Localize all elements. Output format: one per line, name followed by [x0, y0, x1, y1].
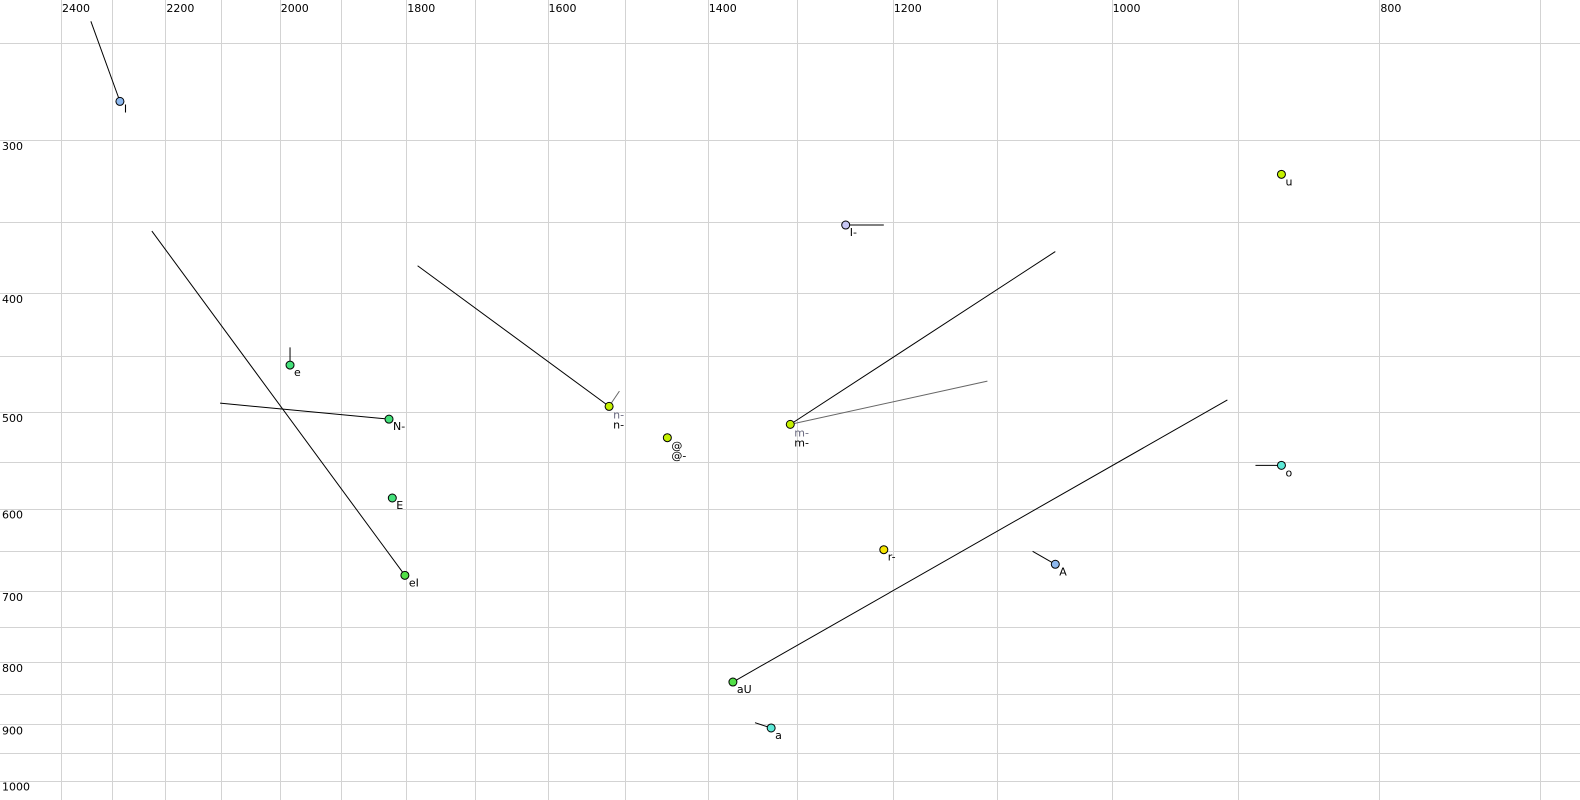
point-label-secondary: n-: [613, 418, 624, 431]
y-tick-label: 900: [2, 724, 23, 737]
formant-trajectory: [790, 251, 1056, 425]
y-tick-label: 1000: [2, 781, 30, 794]
data-point: [728, 677, 738, 687]
point-label: u: [1285, 175, 1292, 188]
x-tick-label: 1200: [894, 2, 922, 15]
vowel-point-u: u: [1276, 169, 1292, 188]
data-point: [604, 401, 614, 411]
data-point: [662, 433, 672, 443]
point-label: I: [124, 102, 127, 115]
data-point: [1276, 169, 1286, 179]
point-label: N-: [393, 420, 405, 433]
point-label: E: [396, 499, 403, 512]
vowel-point-n-: n-n-: [417, 265, 624, 431]
vowel-point-m-: m-m-: [785, 251, 1056, 449]
formant-trajectory: [220, 402, 390, 420]
x-tick-label: 2200: [166, 2, 194, 15]
data-point: [1050, 559, 1060, 569]
x-tick-label: 1600: [549, 2, 577, 15]
point-label: o: [1285, 466, 1292, 479]
y-tick-label: 700: [2, 591, 23, 604]
x-tick-label: 800: [1380, 2, 1401, 15]
point-label: m-: [794, 426, 809, 439]
y-tick-label: 400: [2, 293, 23, 306]
point-label-secondary: m-: [794, 436, 809, 449]
vowel-point-aU: aU: [728, 399, 1228, 696]
point-label-secondary: @-: [671, 450, 686, 463]
vowel-point-e: e: [285, 347, 301, 379]
point-label: r-: [888, 551, 896, 564]
y-tick-label: 300: [2, 140, 23, 153]
point-label: a: [775, 729, 782, 742]
vowel-point-o: o: [1255, 460, 1292, 479]
vowel-point-I: I: [90, 21, 127, 115]
point-label: @: [671, 440, 682, 453]
formant-trajectory: [90, 21, 121, 102]
vowel-point-E: E: [387, 493, 403, 512]
formant-trajectory: [151, 230, 406, 576]
data-point: [879, 545, 889, 555]
data-point: [841, 220, 851, 230]
data-point: [384, 414, 394, 424]
vowel-point-I-: I-: [841, 220, 884, 239]
vowel-point-N-: N-: [220, 402, 405, 433]
tick-labels: 2400 2200 2000 1800 1600 1400 1200 1000 800 300 40…: [2, 2, 1401, 794]
point-label: eI: [409, 576, 419, 589]
x-tick-label: 2400: [62, 2, 90, 15]
point-label: A: [1059, 565, 1067, 578]
data-point: [115, 96, 125, 106]
data-point: [285, 360, 295, 370]
formant-trajectory: [790, 380, 988, 425]
point-label: I-: [850, 226, 857, 239]
vowel-point-eI: eI: [151, 230, 419, 589]
y-tick-label: 600: [2, 509, 23, 522]
point-label: n-: [613, 408, 624, 421]
x-tick-label: 1400: [709, 2, 737, 15]
x-tick-label: 1000: [1113, 2, 1141, 15]
data-point: [400, 570, 410, 580]
formant-trajectory: [417, 265, 610, 407]
vowel-point-@: @@-: [662, 433, 686, 463]
y-tick-label: 800: [2, 662, 23, 675]
data-point: [766, 723, 776, 733]
x-tick-label: 2000: [281, 2, 309, 15]
vowel-point-a: a: [754, 722, 782, 742]
point-label: e: [294, 366, 301, 379]
x-tick-label: 1800: [407, 2, 435, 15]
data-points: Ie N- EeI n-n- @@- m-m- I-u o r- AaU a: [90, 21, 1292, 742]
data-point: [785, 419, 795, 429]
data-point: [387, 493, 397, 503]
data-point: [1276, 460, 1286, 470]
vowel-point-A: A: [1032, 550, 1067, 578]
y-tick-label: 500: [2, 412, 23, 425]
vowel-point-r-: r-: [879, 545, 896, 564]
formant-trajectory: [732, 399, 1228, 683]
point-label: aU: [737, 683, 752, 696]
